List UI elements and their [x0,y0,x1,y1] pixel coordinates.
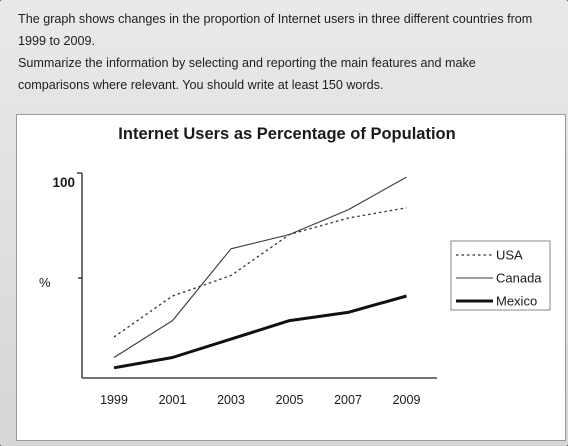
series-layer [113,176,407,370]
line-chart: Internet Users as Percentage of Populati… [39,125,551,407]
legend-label-usa: USA [496,248,523,263]
series-line-canada [113,176,407,358]
task-line-1: The graph shows changes in the proportio… [18,12,533,26]
legend-label-mexico: Mexico [496,294,537,309]
task-prompt: The graph shows changes in the proportio… [18,8,563,96]
task-line-2: 1999 to 2009. [18,34,96,48]
x-tick-label-2003: 2003 [217,393,245,407]
x-ticks: 1999 2001 2003 2005 2007 2009 [100,393,420,407]
legend-box [450,240,551,311]
legend-label-canada: Canada [496,271,542,286]
task-line-4: comparisons where relevant. You should w… [18,78,384,92]
y-tick-label: 100 [52,175,75,190]
chart-title: Internet Users as Percentage of Populati… [118,125,455,143]
x-tick-label-1999: 1999 [100,393,128,407]
series-line-usa [113,207,407,338]
y-axis-label: % [39,275,51,290]
x-tick-label-2009: 2009 [393,393,421,407]
series-line-mexico [113,294,407,370]
axes: 100 % [39,172,437,379]
task-line-3: Summarize the information by selecting a… [18,56,476,70]
chart-panel: Internet Users as Percentage of Populati… [16,114,566,441]
x-tick-label-2001: 2001 [159,393,187,407]
legend: USA Canada Mexico [450,240,551,311]
x-tick-label-2005: 2005 [276,393,304,407]
x-tick-label-2007: 2007 [334,393,362,407]
